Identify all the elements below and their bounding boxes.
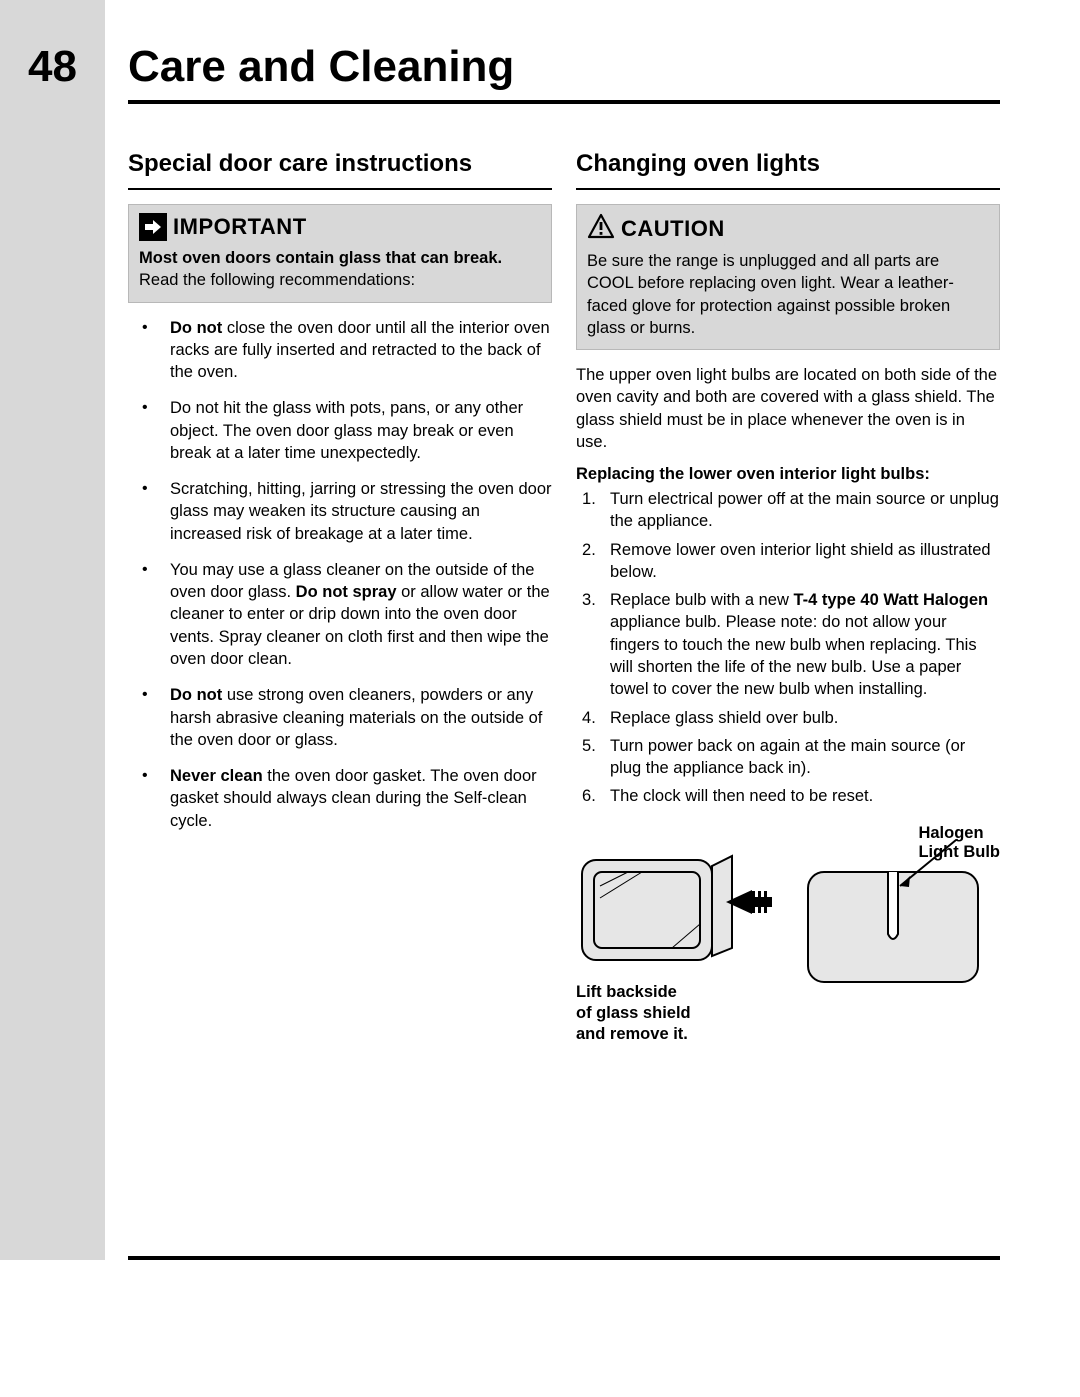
step-text: Turn electrical power off at the main so… — [610, 490, 999, 530]
right-column: Changing oven lights CAUTION Be sure the… — [576, 150, 1000, 1046]
important-lead-rest: Read the following recommendations: — [139, 271, 415, 289]
replacing-steps: Turn electrical power off at the main so… — [576, 488, 1000, 807]
glass-shield-diagram-left: Lift backside of glass shield and remove… — [576, 832, 776, 1046]
caution-callout: CAUTION Be sure the range is unplugged a… — [576, 204, 1000, 350]
bullet-bold: Do not spray — [296, 583, 397, 601]
section-title-door-care: Special door care instructions — [128, 150, 552, 190]
list-item: Do not close the oven door until all the… — [128, 317, 552, 384]
page-title: Care and Cleaning — [128, 42, 514, 92]
bullet-bold: Do not — [170, 319, 222, 337]
step3-before: Replace bulb with a new — [610, 591, 793, 609]
step-text: Remove lower oven interior light shield … — [610, 541, 991, 581]
door-care-bullets: Do not close the oven door until all the… — [128, 317, 552, 832]
step3-bold: T-4 type 40 Watt Halogen — [793, 591, 988, 609]
bullet-text: Do not hit the glass with pots, pans, or… — [170, 399, 523, 462]
section-title-oven-lights: Changing oven lights — [576, 150, 1000, 190]
step3-after: appliance bulb. Please note: do not allo… — [610, 613, 977, 698]
bullet-text: use strong oven cleaners, powders or any… — [170, 686, 542, 749]
caution-body: Be sure the range is unplugged and all p… — [587, 250, 989, 339]
list-item: Do not use strong oven cleaners, powders… — [128, 684, 552, 751]
caution-label: CAUTION — [621, 216, 725, 242]
list-item: Never clean the oven door gasket. The ov… — [128, 765, 552, 832]
important-lead-bold: Most oven doors contain glass that can b… — [139, 249, 502, 267]
page-number: 48 — [28, 42, 77, 92]
important-body: Most oven doors contain glass that can b… — [139, 247, 541, 292]
list-item: You may use a glass cleaner on the outsi… — [128, 559, 552, 670]
warning-triangle-icon — [587, 213, 615, 244]
lift-backside-caption: Lift backside of glass shield and remove… — [576, 982, 776, 1046]
top-rule — [128, 100, 1000, 104]
halogen-bulb-label: Halogen Light Bulb — [918, 824, 1000, 864]
bullet-bold: Never clean — [170, 767, 263, 785]
important-callout: IMPORTANT Most oven doors contain glass … — [128, 204, 552, 303]
list-item: Do not hit the glass with pots, pans, or… — [128, 397, 552, 464]
left-column: Special door care instructions IMPORTANT… — [128, 150, 552, 1046]
oven-lights-paragraph: The upper oven light bulbs are located o… — [576, 364, 1000, 453]
diagram-row: Halogen Light Bulb — [576, 832, 1000, 1046]
list-item: Replace bulb with a new T-4 type 40 Watt… — [576, 589, 1000, 700]
bullet-bold: Do not — [170, 686, 222, 704]
bullet-text: close the oven door until all the interi… — [170, 319, 550, 382]
list-item: The clock will then need to be reset. — [576, 785, 1000, 807]
arrow-right-icon — [139, 213, 167, 241]
list-item: Scratching, hitting, jarring or stressin… — [128, 478, 552, 545]
replacing-bulbs-subhead: Replacing the lower oven interior light … — [576, 465, 1000, 484]
left-sidebar — [0, 0, 105, 1260]
bottom-rule — [128, 1256, 1000, 1260]
step-text: Replace glass shield over bulb. — [610, 709, 838, 727]
important-label: IMPORTANT — [173, 214, 307, 240]
list-item: Turn power back on again at the main sou… — [576, 735, 1000, 780]
step-text: Turn power back on again at the main sou… — [610, 737, 965, 777]
list-item: Remove lower oven interior light shield … — [576, 539, 1000, 584]
step-text: The clock will then need to be reset. — [610, 787, 873, 805]
bullet-text: Scratching, hitting, jarring or stressin… — [170, 480, 552, 543]
caution-header: CAUTION — [587, 213, 989, 244]
list-item: Turn electrical power off at the main so… — [576, 488, 1000, 533]
list-item: Replace glass shield over bulb. — [576, 707, 1000, 729]
important-header: IMPORTANT — [139, 213, 541, 241]
content-columns: Special door care instructions IMPORTANT… — [128, 150, 1000, 1046]
